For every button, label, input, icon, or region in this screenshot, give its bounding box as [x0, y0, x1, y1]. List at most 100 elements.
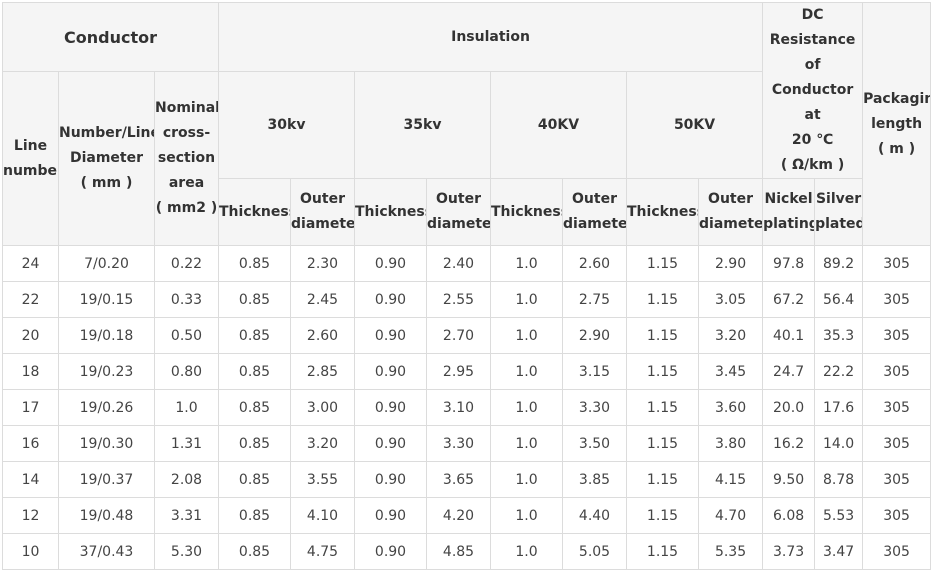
outer-diameter-header: Outer diameter: [426, 178, 491, 246]
packaging-length-cell: 305: [862, 461, 932, 498]
number-line-diameter-cell: 19/0.23: [58, 353, 155, 390]
line-number-line: number: [3, 162, 59, 179]
number-line-diameter-cell: 19/0.48: [58, 497, 155, 534]
dc-resistance-line: ( Ω/km ): [780, 157, 845, 173]
outer-diameter-line: Outer: [708, 191, 754, 207]
nominal-area-cell: 0.80: [154, 353, 219, 390]
silver-plated-header: Silver plated: [814, 178, 864, 246]
outer-diameter-line: diameter: [699, 216, 762, 232]
packaging-length-line: Packaging: [863, 90, 930, 107]
line-number-cell: 12: [2, 497, 59, 534]
table-row: 17 19/0.26 1.0 0.85 3.00 0.90 3.10 1.0 3.30 1.15 3…: [2, 389, 932, 426]
thickness-35kv-cell: 0.90: [354, 533, 427, 570]
nominal-area-header: Nominal cross- section area ( mm2 ): [154, 71, 219, 246]
outer-diameter-30kv-cell: 2.30: [290, 245, 355, 282]
kv30-header: 30kv: [218, 71, 355, 179]
packaging-length-cell: 305: [862, 533, 932, 570]
nominal-area-cell: 1.0: [154, 389, 219, 426]
number-line-diameter-header: Number/Line Diameter ( mm ): [58, 71, 155, 246]
nominal-area-line: ( mm2 ): [155, 200, 218, 216]
thickness-40kv-cell: 1.0: [490, 281, 563, 318]
kv35-header: 35kv: [354, 71, 491, 179]
thickness-50kv-cell: 1.15: [626, 533, 699, 570]
thickness-30kv-cell: 0.85: [218, 389, 291, 426]
packaging-length-cell: 305: [862, 497, 932, 534]
outer-diameter-header: Outer diameter: [562, 178, 627, 246]
nominal-area-line: Nominal: [155, 100, 219, 116]
nominal-area-cell: 1.31: [154, 425, 219, 462]
outer-diameter-header: Outer diameter: [290, 178, 355, 246]
thickness-50kv-cell: 1.15: [626, 461, 699, 498]
packaging-length-cell: 305: [862, 245, 932, 282]
thickness-header: Thickness: [354, 178, 427, 246]
silver-plated-line: plated: [815, 216, 863, 232]
silver-plated-cell: 8.78: [814, 461, 864, 498]
outer-diameter-40kv-cell: 3.50: [562, 425, 627, 462]
packaging-length-header: Packaging length ( m ): [862, 2, 932, 246]
table-row: 12 19/0.48 3.31 0.85 4.10 0.90 4.20 1.0 4.40 1.15…: [2, 497, 932, 534]
thickness-30kv-cell: 0.85: [218, 497, 291, 534]
table-header: Conductor Insulation DC Resistance of Co…: [2, 2, 932, 246]
thickness-50kv-cell: 1.15: [626, 245, 699, 282]
table-row: 14 19/0.37 2.08 0.85 3.55 0.90 3.65 1.0 3.85 1.15…: [2, 461, 932, 498]
packaging-length-cell: 305: [862, 389, 932, 426]
line-number-cell: 18: [2, 353, 59, 390]
thickness-40kv-cell: 1.0: [490, 533, 563, 570]
thickness-40kv-cell: 1.0: [490, 317, 563, 354]
outer-diameter-50kv-cell: 3.80: [697, 425, 764, 462]
outer-diameter-40kv-cell: 3.30: [562, 389, 627, 426]
thickness-header: Thickness: [218, 178, 291, 246]
thickness-30kv-cell: 0.85: [218, 317, 291, 354]
thickness-35kv-cell: 0.90: [354, 317, 427, 354]
number-line-diameter-cell: 19/0.26: [58, 389, 155, 426]
outer-diameter-30kv-cell: 3.00: [290, 389, 355, 426]
nickel-plating-cell: 40.1: [762, 317, 816, 354]
thickness-50kv-cell: 1.15: [626, 317, 699, 354]
outer-diameter-35kv-cell: 3.30: [426, 425, 491, 462]
outer-diameter-35kv-cell: 2.40: [426, 245, 491, 282]
silver-plated-cell: 22.2: [814, 353, 864, 390]
outer-diameter-50kv-cell: 3.20: [697, 317, 764, 354]
silver-plated-cell: 56.4: [814, 281, 864, 318]
thickness-30kv-cell: 0.85: [218, 533, 291, 570]
nickel-plating-cell: 67.2: [762, 281, 816, 318]
outer-diameter-40kv-cell: 2.60: [562, 245, 627, 282]
nominal-area-cell: 0.33: [154, 281, 219, 318]
packaging-length-cell: 305: [862, 317, 932, 354]
number-line-diameter-cell: 19/0.30: [58, 425, 155, 462]
table-row: 10 37/0.43 5.30 0.85 4.75 0.90 4.85 1.0 5.05 1.15…: [2, 533, 932, 570]
nickel-plating-cell: 6.08: [762, 497, 816, 534]
outer-diameter-line: diameter: [563, 216, 626, 232]
outer-diameter-35kv-cell: 4.20: [426, 497, 491, 534]
outer-diameter-30kv-cell: 2.45: [290, 281, 355, 318]
thickness-35kv-cell: 0.90: [354, 497, 427, 534]
outer-diameter-50kv-cell: 3.45: [697, 353, 764, 390]
outer-diameter-40kv-cell: 5.05: [562, 533, 627, 570]
kv40-header: 40KV: [490, 71, 627, 179]
dc-resistance-line: 20 ℃: [791, 132, 834, 148]
nickel-plating-cell: 24.7: [762, 353, 816, 390]
outer-diameter-50kv-cell: 2.90: [697, 245, 764, 282]
thickness-35kv-cell: 0.90: [354, 353, 427, 390]
outer-diameter-30kv-cell: 4.10: [290, 497, 355, 534]
packaging-length-line: ( m ): [878, 140, 916, 157]
number-line-diameter-cell: 19/0.15: [58, 281, 155, 318]
thickness-40kv-cell: 1.0: [490, 353, 563, 390]
thickness-35kv-cell: 0.90: [354, 389, 427, 426]
outer-diameter-50kv-cell: 5.35: [697, 533, 764, 570]
thickness-50kv-cell: 1.15: [626, 425, 699, 462]
line-number-cell: 17: [2, 389, 59, 426]
line-number-cell: 10: [2, 533, 59, 570]
silver-plated-cell: 35.3: [814, 317, 864, 354]
insulation-header: Insulation: [217, 2, 764, 72]
nickel-plating-cell: 97.8: [762, 245, 816, 282]
silver-plated-cell: 14.0: [814, 425, 864, 462]
thickness-header: Thickness: [626, 178, 699, 246]
silver-plated-cell: 89.2: [814, 245, 864, 282]
outer-diameter-35kv-cell: 3.65: [426, 461, 491, 498]
packaging-length-line: length: [871, 115, 923, 132]
nickel-plating-header: Nickel plating: [762, 178, 816, 246]
outer-diameter-35kv-cell: 2.70: [426, 317, 491, 354]
